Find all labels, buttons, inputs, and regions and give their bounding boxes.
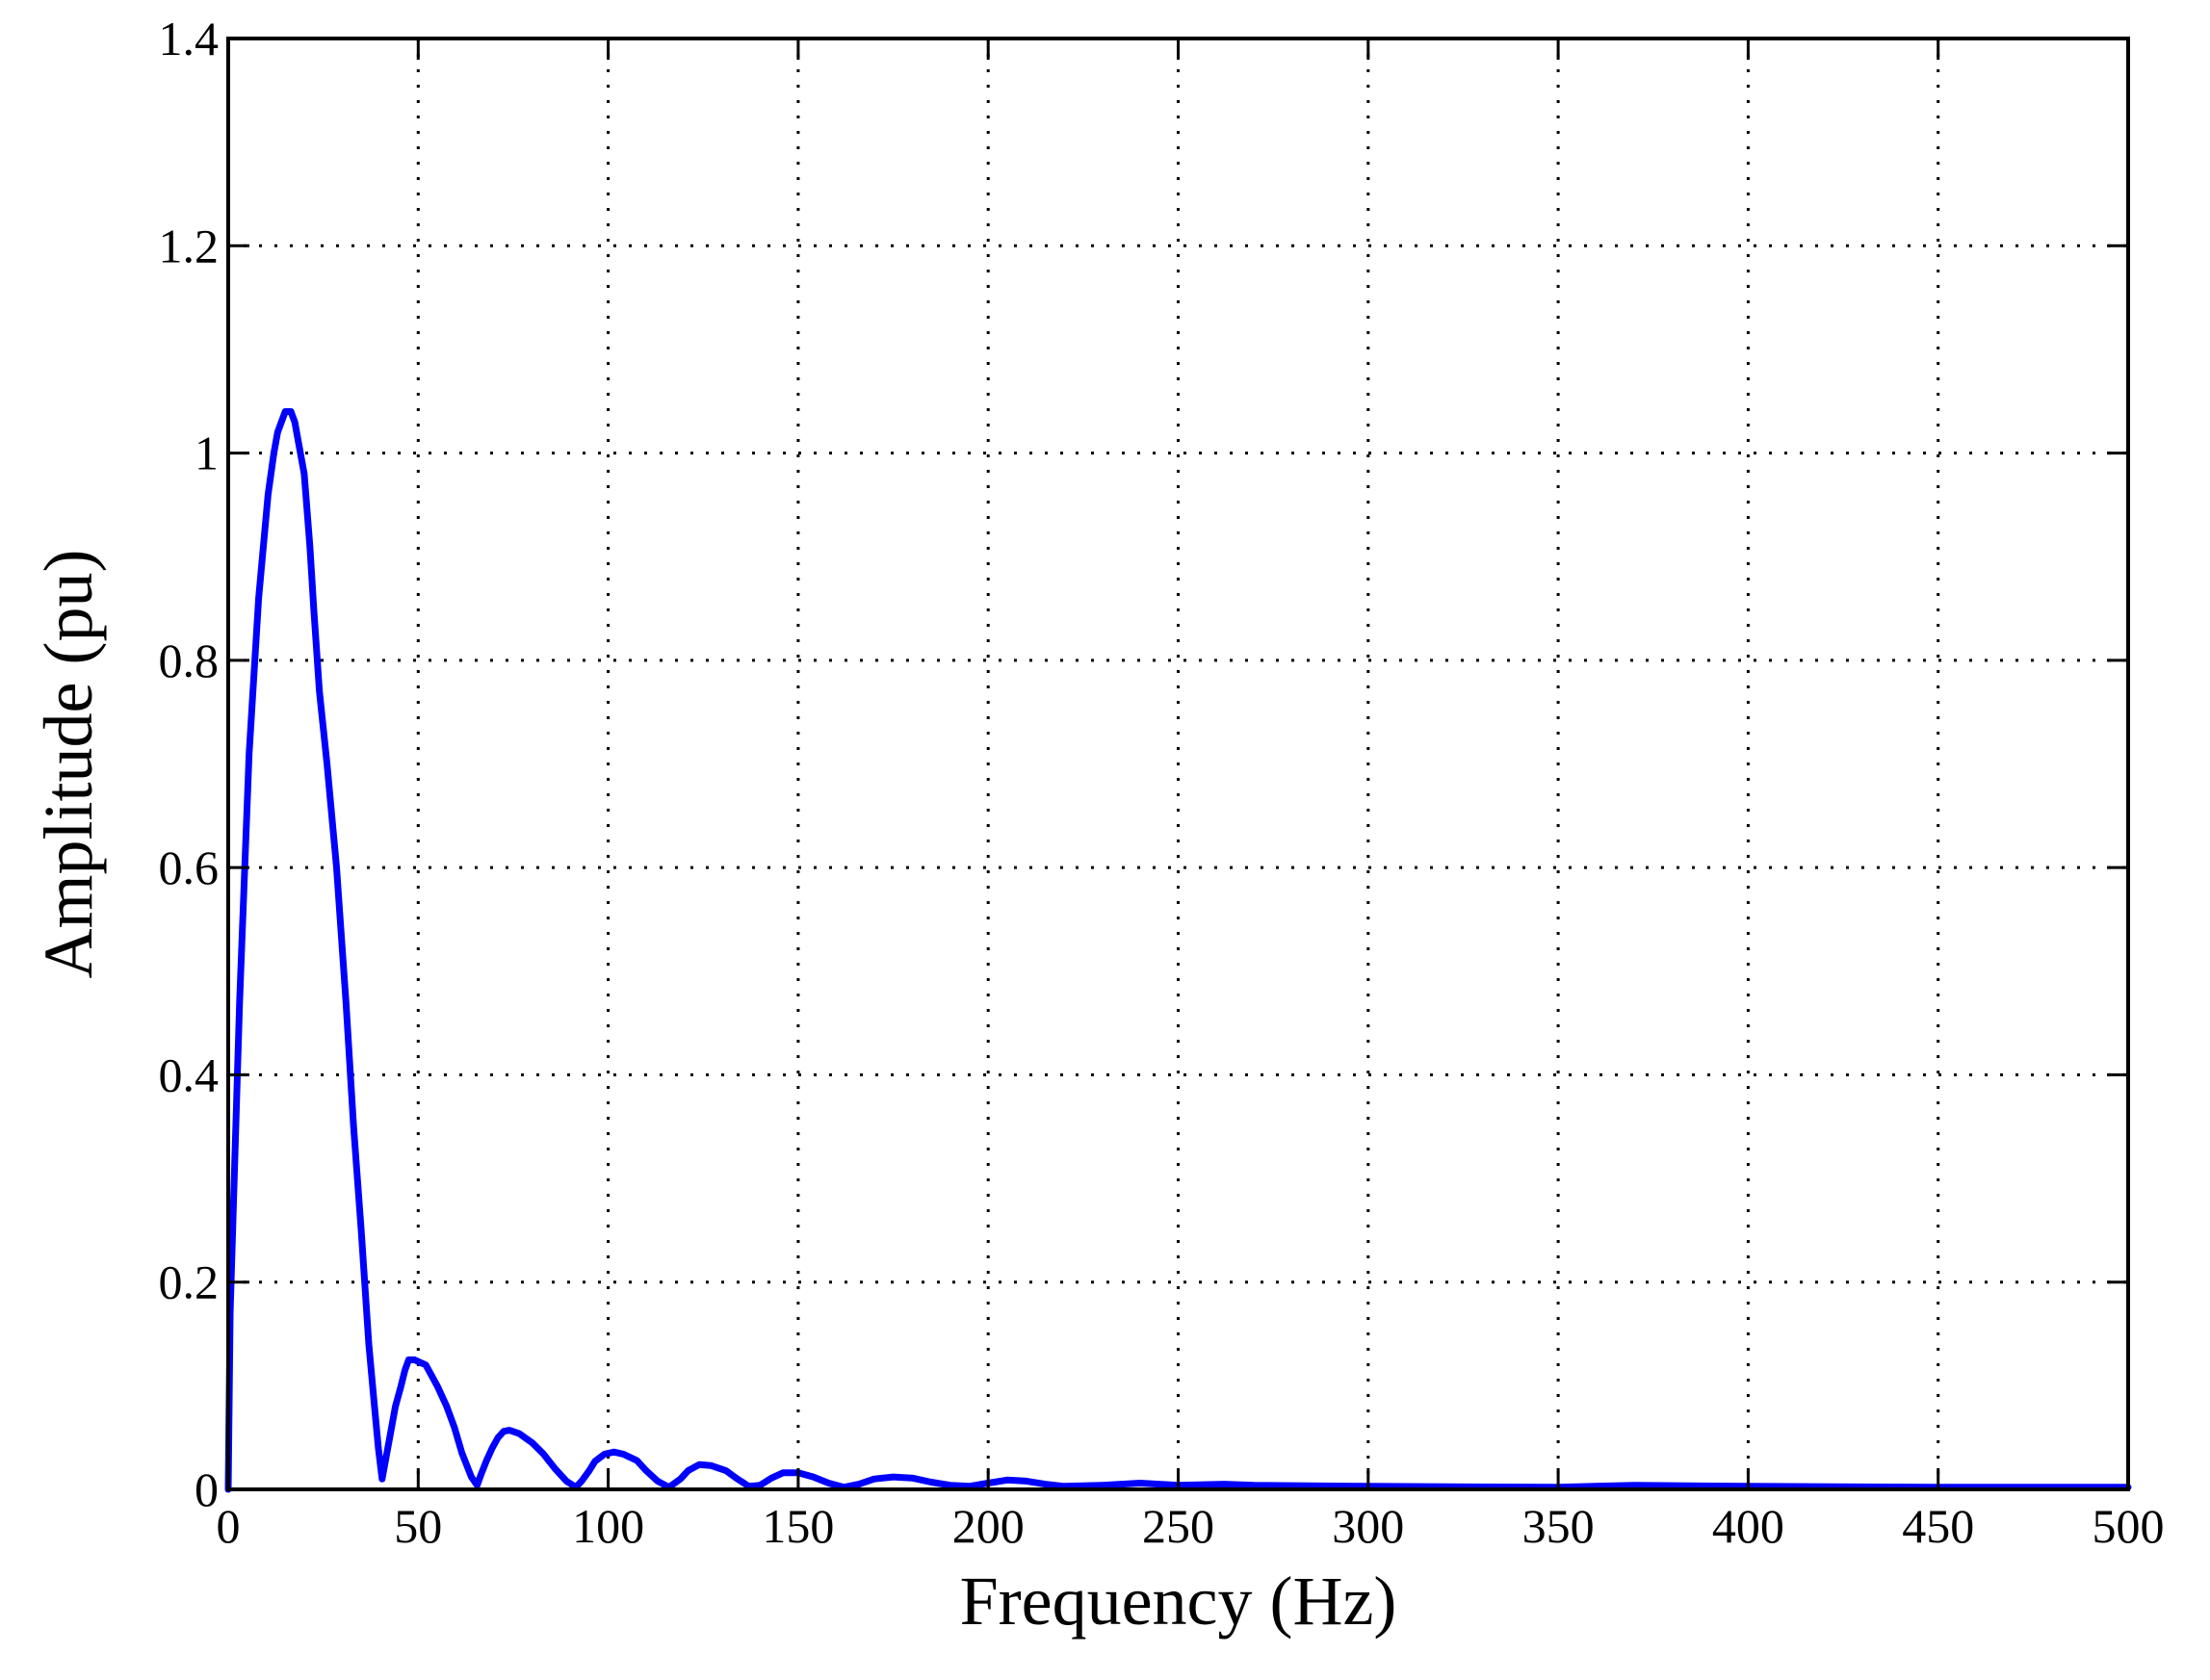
y-tick-label: 0.4 xyxy=(159,1047,220,1101)
x-tick-label: 300 xyxy=(1332,1499,1404,1553)
x-tick-label: 50 xyxy=(394,1499,442,1553)
x-axis-title: Frequency (Hz) xyxy=(960,1563,1397,1640)
y-tick-label: 0.2 xyxy=(159,1255,220,1309)
y-tick-label: 1 xyxy=(195,426,219,480)
x-tick-label: 250 xyxy=(1142,1499,1214,1553)
x-tick-label: 200 xyxy=(952,1499,1025,1553)
ticks xyxy=(226,37,2130,1491)
x-tick-label: 400 xyxy=(1712,1499,1784,1553)
y-tick-label: 0 xyxy=(195,1462,219,1516)
x-tick-label: 100 xyxy=(572,1499,644,1553)
y-axis-title: Amplitude (pu) xyxy=(30,550,107,979)
x-tick-label: 350 xyxy=(1522,1499,1595,1553)
series-layer xyxy=(224,408,2132,1493)
x-tick-label: 500 xyxy=(2093,1499,2165,1553)
grid xyxy=(228,39,2128,1489)
y-tick-label: 1.2 xyxy=(159,219,220,272)
x-tick-label: 0 xyxy=(217,1499,241,1553)
y-tick-label: 1.4 xyxy=(159,12,220,65)
x-tick-label: 450 xyxy=(1902,1499,1974,1553)
x-tick-label: 150 xyxy=(762,1499,834,1553)
y-tick-label: 0.8 xyxy=(159,633,220,687)
y-tick-label: 0.6 xyxy=(159,840,220,894)
series-line xyxy=(224,408,2132,1493)
tick-labels: 0 50 100 150 200 250 300 350 400 450 500 0 0.2 0.4 0.6… xyxy=(159,12,2165,1553)
